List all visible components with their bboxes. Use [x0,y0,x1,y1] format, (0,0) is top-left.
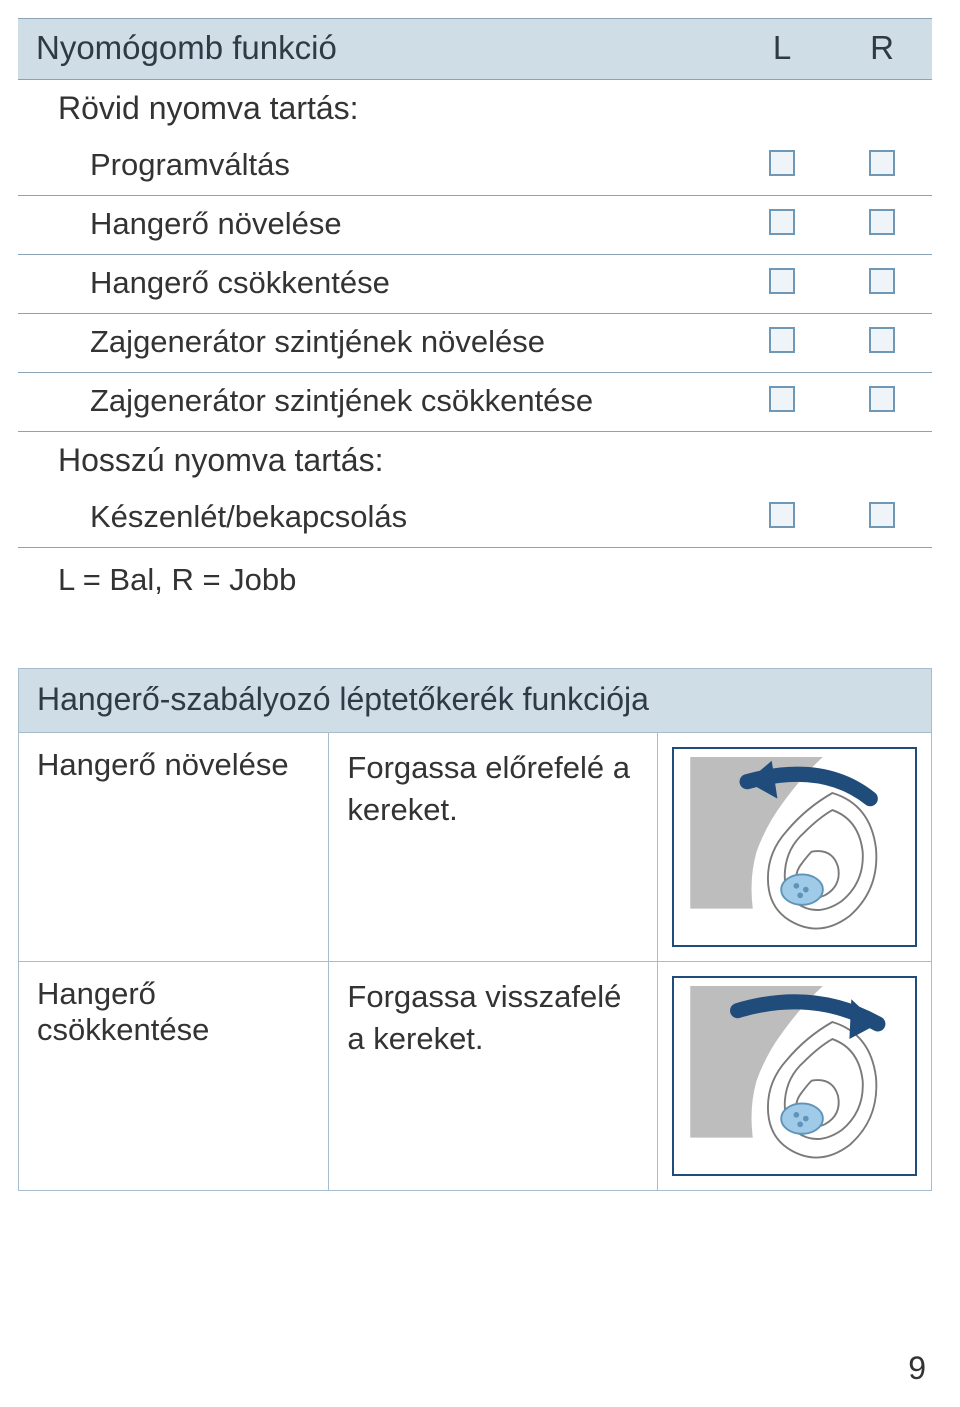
action-cell: Hangerő növelése [19,733,329,962]
table2-header-row: Hangerő-szabályozó léptetőkerék funkciój… [19,669,932,733]
instruction-cell: Forgassa előrefelé a kereket. [329,733,658,962]
ear-illustration-forward [672,747,917,947]
checkbox[interactable] [869,386,895,412]
table1-title: Nyomógomb funkció [18,19,732,80]
table1-header-row: Nyomógomb funkció L R [18,19,932,80]
table1-section-long: Hosszú nyomva tartás: [18,432,932,490]
table1-legend: L = Bal, R = Jobb [18,548,932,599]
checkbox[interactable] [869,327,895,353]
table-row: Zajgenerátor szintjének növelése [18,314,932,373]
illustration-cell [658,962,932,1191]
table-row: Hangerő növelése [18,196,932,255]
table1-section-short: Rövid nyomva tartás: [18,80,932,138]
table-row: Készenlét/bekapcsolás [18,489,932,548]
page-number: 9 [908,1350,926,1387]
checkbox[interactable] [769,150,795,176]
row-label: Készenlét/bekapcsolás [18,489,732,548]
row-label: Hangerő csökkentése [18,255,732,314]
checkbox[interactable] [869,150,895,176]
volume-wheel-table: Hangerő-szabályozó léptetőkerék funkciój… [18,668,932,1191]
row-label: Zajgenerátor szintjének növelése [18,314,732,373]
row-label: Hangerő növelése [18,196,732,255]
table2-title: Hangerő-szabályozó léptetőkerék funkciój… [19,669,932,733]
table-row: Zajgenerátor szintjének csökkentése [18,373,932,432]
checkbox[interactable] [869,268,895,294]
row-label: Zajgenerátor szintjének csökkentése [18,373,732,432]
action-cell: Hangerő csökkentése [19,962,329,1191]
table1-col-r: R [832,19,932,80]
ear-illustration-backward [672,976,917,1176]
table1-legend-row: L = Bal, R = Jobb [18,548,932,599]
table-row: Programváltás [18,137,932,196]
pushbutton-function-table: Nyomógomb funkció L R Rövid nyomva tartá… [18,18,932,598]
instruction-cell: Forgassa visszafelé a kereket. [329,962,658,1191]
table-row: Hangerő csökkentése [18,255,932,314]
checkbox[interactable] [769,386,795,412]
checkbox[interactable] [769,268,795,294]
checkbox[interactable] [869,502,895,528]
table1-section-long-label: Hosszú nyomva tartás: [18,432,932,490]
table1-col-l: L [732,19,832,80]
table-row: Hangerő csökkentése Forgassa visszafelé … [19,962,932,1191]
checkbox[interactable] [769,502,795,528]
checkbox[interactable] [769,209,795,235]
table-row: Hangerő növelése Forgassa előrefelé a ke… [19,733,932,962]
checkbox[interactable] [769,327,795,353]
row-label: Programváltás [18,137,732,196]
illustration-cell [658,733,932,962]
checkbox[interactable] [869,209,895,235]
table1-section-short-label: Rövid nyomva tartás: [18,80,932,138]
